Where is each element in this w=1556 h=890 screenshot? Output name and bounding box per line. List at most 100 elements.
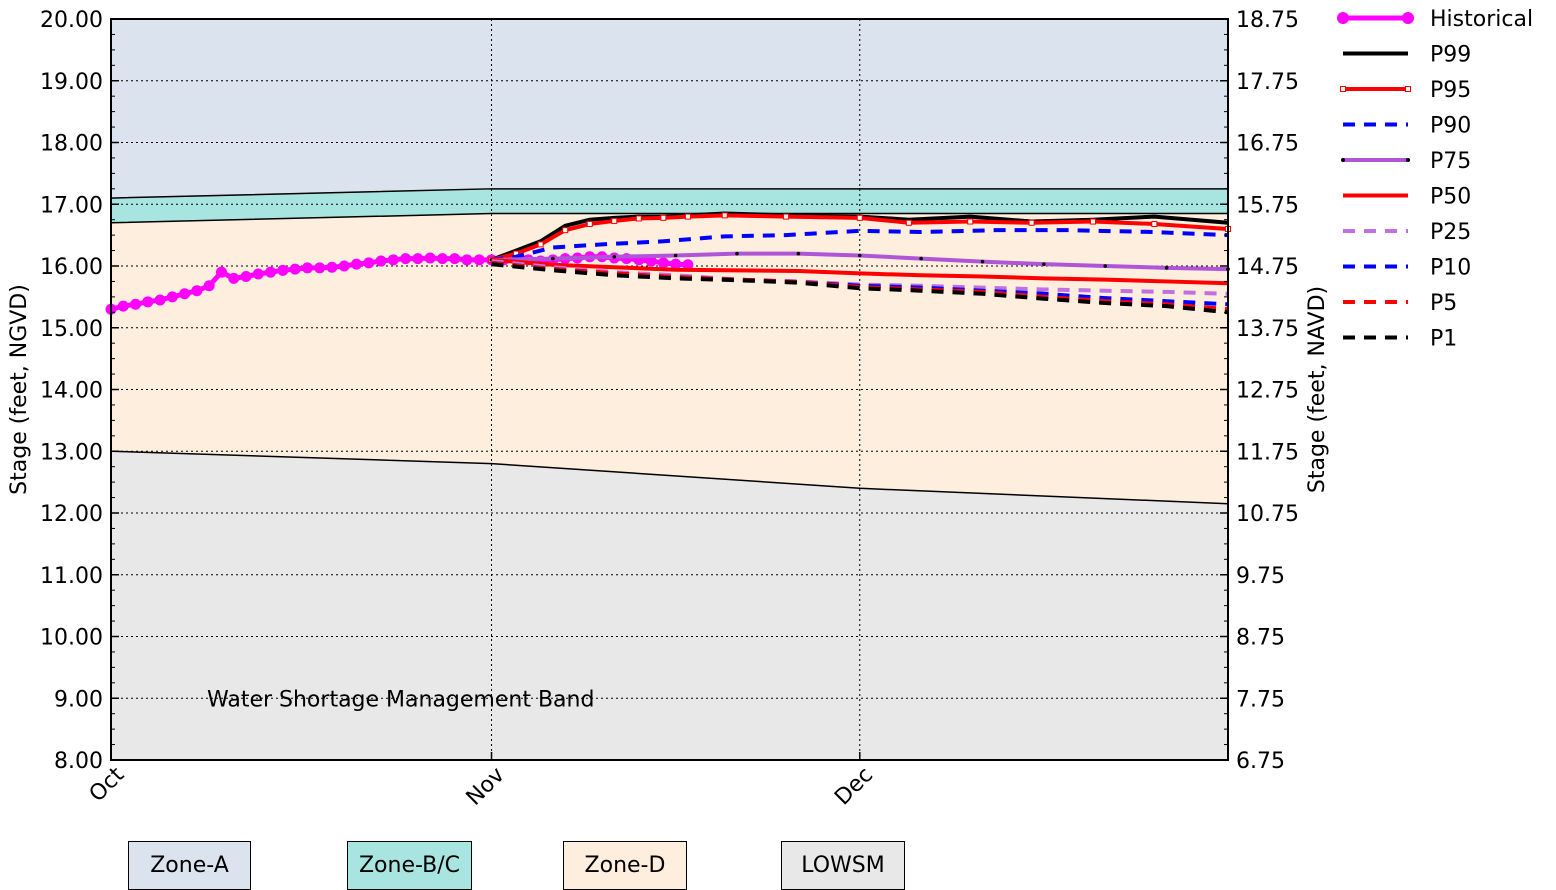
y2-axis-title: Stage (feet, NAVD) — [1305, 286, 1330, 493]
data-point-p75 — [612, 254, 617, 259]
x-tick-label: Nov — [462, 763, 510, 811]
legend-label-p75: P75 — [1430, 149, 1471, 174]
data-point-p95 — [537, 241, 544, 248]
series-p90 — [491, 228, 1229, 262]
legend-label-p10: P10 — [1430, 256, 1471, 281]
series-line-p50 — [491, 257, 1229, 286]
y2-tick-label: 9.75 — [1236, 564, 1285, 589]
series-line-p90 — [491, 228, 1229, 262]
data-point-historical — [240, 270, 252, 282]
annotation-wsm-band: Water Shortage Management Band — [207, 687, 594, 712]
data-point-historical — [228, 272, 240, 284]
y2-tick-label: 12.75 — [1236, 379, 1299, 404]
data-point-p95 — [562, 227, 569, 234]
data-point-p75 — [919, 256, 923, 261]
y-tick-label: 15.00 — [40, 317, 103, 342]
series-line-p25 — [491, 259, 1229, 296]
data-point-historical — [387, 254, 399, 266]
legend-marker-p95 — [1340, 86, 1346, 92]
legend-label-p25: P25 — [1430, 220, 1471, 245]
data-point-historical — [191, 285, 203, 297]
data-point-p95 — [635, 215, 642, 222]
data-point-p75 — [735, 251, 739, 256]
series-p75 — [489, 251, 1230, 272]
data-point-historical — [657, 257, 669, 269]
data-point-p75 — [1164, 266, 1169, 270]
zone-bc-boundary — [110, 188, 1228, 199]
zone-legend-zone-bc-label: Zone-B/C — [358, 853, 461, 878]
data-point-historical — [449, 253, 461, 265]
data-point-historical — [670, 258, 682, 270]
data-point-historical — [166, 291, 178, 303]
data-point-p95 — [783, 213, 790, 220]
series-line-p95 — [491, 213, 1229, 262]
legend-marker-historical — [1402, 12, 1414, 24]
series-p10 — [491, 260, 1229, 307]
data-point-p95 — [660, 214, 667, 221]
data-point-historical — [277, 264, 289, 276]
y-tick-label: 16.00 — [40, 255, 103, 280]
data-point-p75 — [673, 253, 678, 258]
data-point-historical — [252, 268, 264, 280]
y-tick-label: 8.00 — [54, 749, 103, 774]
data-point-historical — [179, 288, 191, 300]
legend-label-p95: P95 — [1430, 78, 1471, 103]
zone-legend-zone-d: Zone-D — [563, 841, 687, 890]
y2-tick-label: 18.75 — [1236, 8, 1299, 33]
y-tick-label: 17.00 — [40, 193, 103, 218]
zone-legend-zone-a: Zone-A — [128, 841, 251, 890]
y-tick-label: 12.00 — [40, 502, 103, 527]
data-point-p75 — [980, 259, 985, 264]
data-point-historical — [154, 294, 166, 306]
legend-label-p99: P99 — [1430, 43, 1471, 68]
zone-d-fill — [111, 213, 1228, 504]
data-point-historical — [461, 254, 473, 266]
data-point-historical — [117, 300, 129, 312]
data-point-p75 — [551, 256, 555, 261]
y-tick-label: 10.00 — [40, 626, 103, 651]
data-point-historical — [289, 263, 301, 275]
legend-label-p50: P50 — [1430, 185, 1471, 210]
data-point-p95 — [1089, 218, 1096, 225]
data-point-historical — [436, 253, 448, 265]
legend-marker-historical — [1337, 12, 1349, 24]
zone-legend-zone-bc: Zone-B/C — [347, 841, 472, 890]
zone-legend-lowsm-label: LOWSM — [801, 853, 885, 878]
data-point-historical — [682, 259, 694, 271]
data-point-p95 — [721, 212, 728, 219]
data-point-historical — [645, 255, 657, 267]
data-point-p95 — [1028, 219, 1035, 226]
y2-tick-label: 13.75 — [1236, 317, 1299, 342]
y-tick-label: 20.00 — [40, 8, 103, 33]
y-tick-label: 14.00 — [40, 379, 103, 404]
y2-tick-label: 16.75 — [1236, 132, 1299, 157]
legend-marker-p95 — [1405, 86, 1411, 92]
series-p1 — [491, 262, 1229, 315]
y-tick-label: 11.00 — [40, 564, 103, 589]
data-point-historical — [473, 254, 485, 266]
data-point-historical — [130, 298, 142, 310]
data-point-historical — [375, 255, 387, 267]
data-point-p75 — [1042, 262, 1046, 266]
series-p25 — [491, 259, 1229, 296]
zone-d-boundary — [110, 212, 1228, 224]
y2-tick-label: 10.75 — [1236, 502, 1299, 527]
y-tick-label: 18.00 — [40, 132, 103, 157]
data-point-p95 — [684, 213, 691, 220]
data-point-historical — [350, 258, 362, 270]
y2-tick-label: 15.75 — [1236, 193, 1299, 218]
y2-tick-label: 11.75 — [1236, 440, 1299, 465]
lowsm-boundary — [110, 450, 1229, 505]
data-point-p95 — [586, 221, 593, 228]
data-point-historical — [142, 296, 154, 308]
legend-marker-p75 — [1406, 158, 1410, 162]
legend: Historical P99 P95 P90 P75 P50 P25 P10 P5 P1 — [1337, 7, 1533, 352]
data-point-historical — [265, 266, 277, 278]
x-tick-label: Dec — [830, 763, 878, 811]
series-line-p10 — [491, 260, 1229, 307]
y2-tick-label: 17.75 — [1236, 70, 1299, 95]
data-point-historical — [412, 253, 424, 265]
data-point-historical — [203, 280, 215, 292]
y2-tick-label: 6.75 — [1236, 749, 1285, 774]
